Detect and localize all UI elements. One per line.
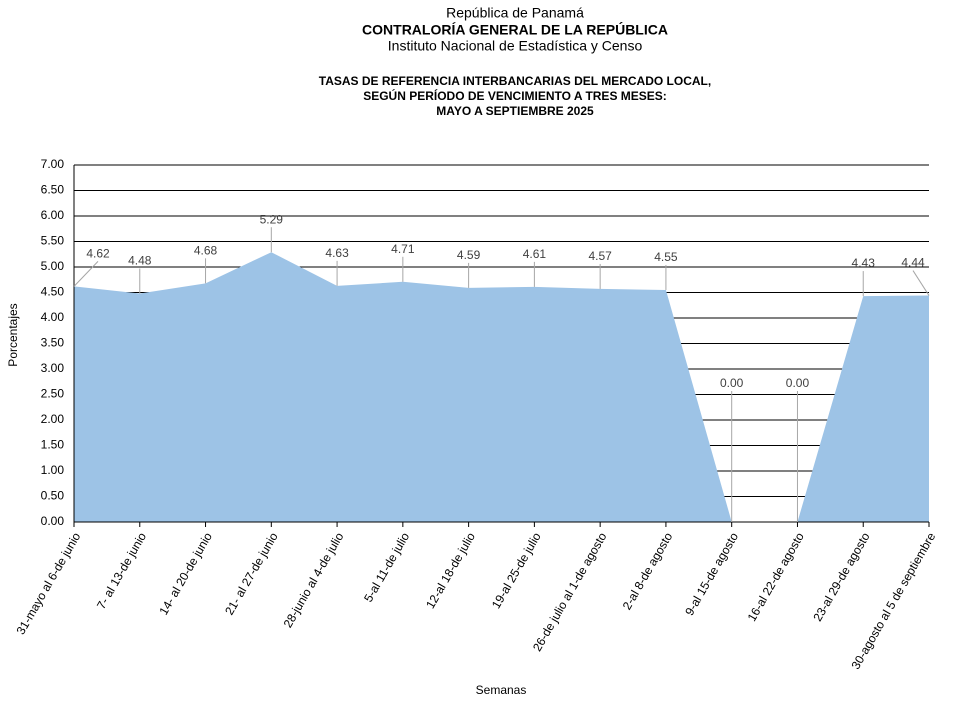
y-tick-label: 5.50: [41, 234, 65, 248]
y-tick-label: 4.50: [41, 285, 65, 299]
x-tick-label: 9-al 15-de agosto: [682, 530, 741, 618]
x-tick-label: 7- al 13-de junio: [94, 530, 149, 612]
y-tick-label: 3.50: [41, 336, 65, 350]
data-label: 4.44: [901, 256, 925, 270]
data-label: 4.59: [457, 248, 481, 262]
x-tick-label: 28-junio al 4-de julio: [281, 530, 347, 630]
leader-line: [912, 270, 930, 296]
x-tick-label: 16-al 22-de agosto: [745, 530, 807, 624]
x-axis-label: Semanas: [476, 683, 527, 697]
y-tick-label: 0.50: [41, 489, 65, 503]
x-tick-label: 2-al 8-de agosto: [620, 530, 676, 612]
data-label: 4.48: [128, 254, 152, 268]
y-tick-label: 1.00: [41, 463, 65, 477]
data-label: 4.61: [523, 247, 547, 261]
y-tick-label: 2.00: [41, 412, 65, 426]
x-tick-label: 5-al 11-de julio: [361, 530, 412, 605]
y-tick-label: 7.00: [41, 157, 65, 171]
data-label: 4.62: [86, 247, 110, 261]
header-line: República de Panamá: [446, 5, 584, 21]
x-tick-label: 26-de julio al 1-de agosto: [530, 530, 610, 654]
y-axis-label: Porcentajes: [6, 303, 20, 366]
leader-line: [73, 261, 99, 287]
x-tick-label: 21- al 27-de junio: [222, 530, 281, 618]
chart-title: SEGÚN PERÍODO DE VENCIMIENTO A TRES MESE…: [363, 88, 667, 103]
data-label: 4.43: [852, 256, 876, 270]
y-tick-label: 3.00: [41, 361, 65, 375]
data-label: 0.00: [720, 376, 744, 390]
chart-title: MAYO A SEPTIEMBRE 2025: [436, 104, 594, 118]
header-line: CONTRALORÍA GENERAL DE LA REPÚBLICA: [362, 21, 668, 38]
y-tick-label: 4.00: [41, 310, 65, 324]
y-tick-label: 6.50: [41, 183, 65, 197]
data-label: 4.63: [325, 246, 349, 260]
data-label: 0.00: [786, 376, 810, 390]
x-tick-label: 14- al 20-de junio: [156, 530, 215, 618]
y-tick-label: 6.00: [41, 208, 65, 222]
header-line: Instituto Nacional de Estadística y Cens…: [388, 38, 643, 54]
y-tick-label: 2.50: [41, 387, 65, 401]
area: [74, 252, 929, 522]
x-tick-label: 12-al 18-de julio: [423, 530, 478, 611]
data-label: 4.68: [194, 243, 218, 257]
data-label: 4.71: [391, 242, 415, 256]
chart-title: TASAS DE REFERENCIA INTERBANCARIAS DEL M…: [319, 74, 711, 88]
y-tick-label: 1.50: [41, 438, 65, 452]
data-label: 4.57: [588, 249, 612, 263]
y-tick-label: 5.00: [41, 259, 65, 273]
x-tick-label: 19-al 25-de julio: [489, 530, 544, 611]
x-tick-label: 31-mayo al 6-de junio: [14, 530, 84, 637]
data-label: 4.55: [654, 250, 678, 264]
y-tick-label: 0.00: [41, 514, 65, 528]
data-label: 5.29: [260, 212, 284, 226]
x-tick-label: 23-al 29-de agosto: [810, 530, 872, 624]
